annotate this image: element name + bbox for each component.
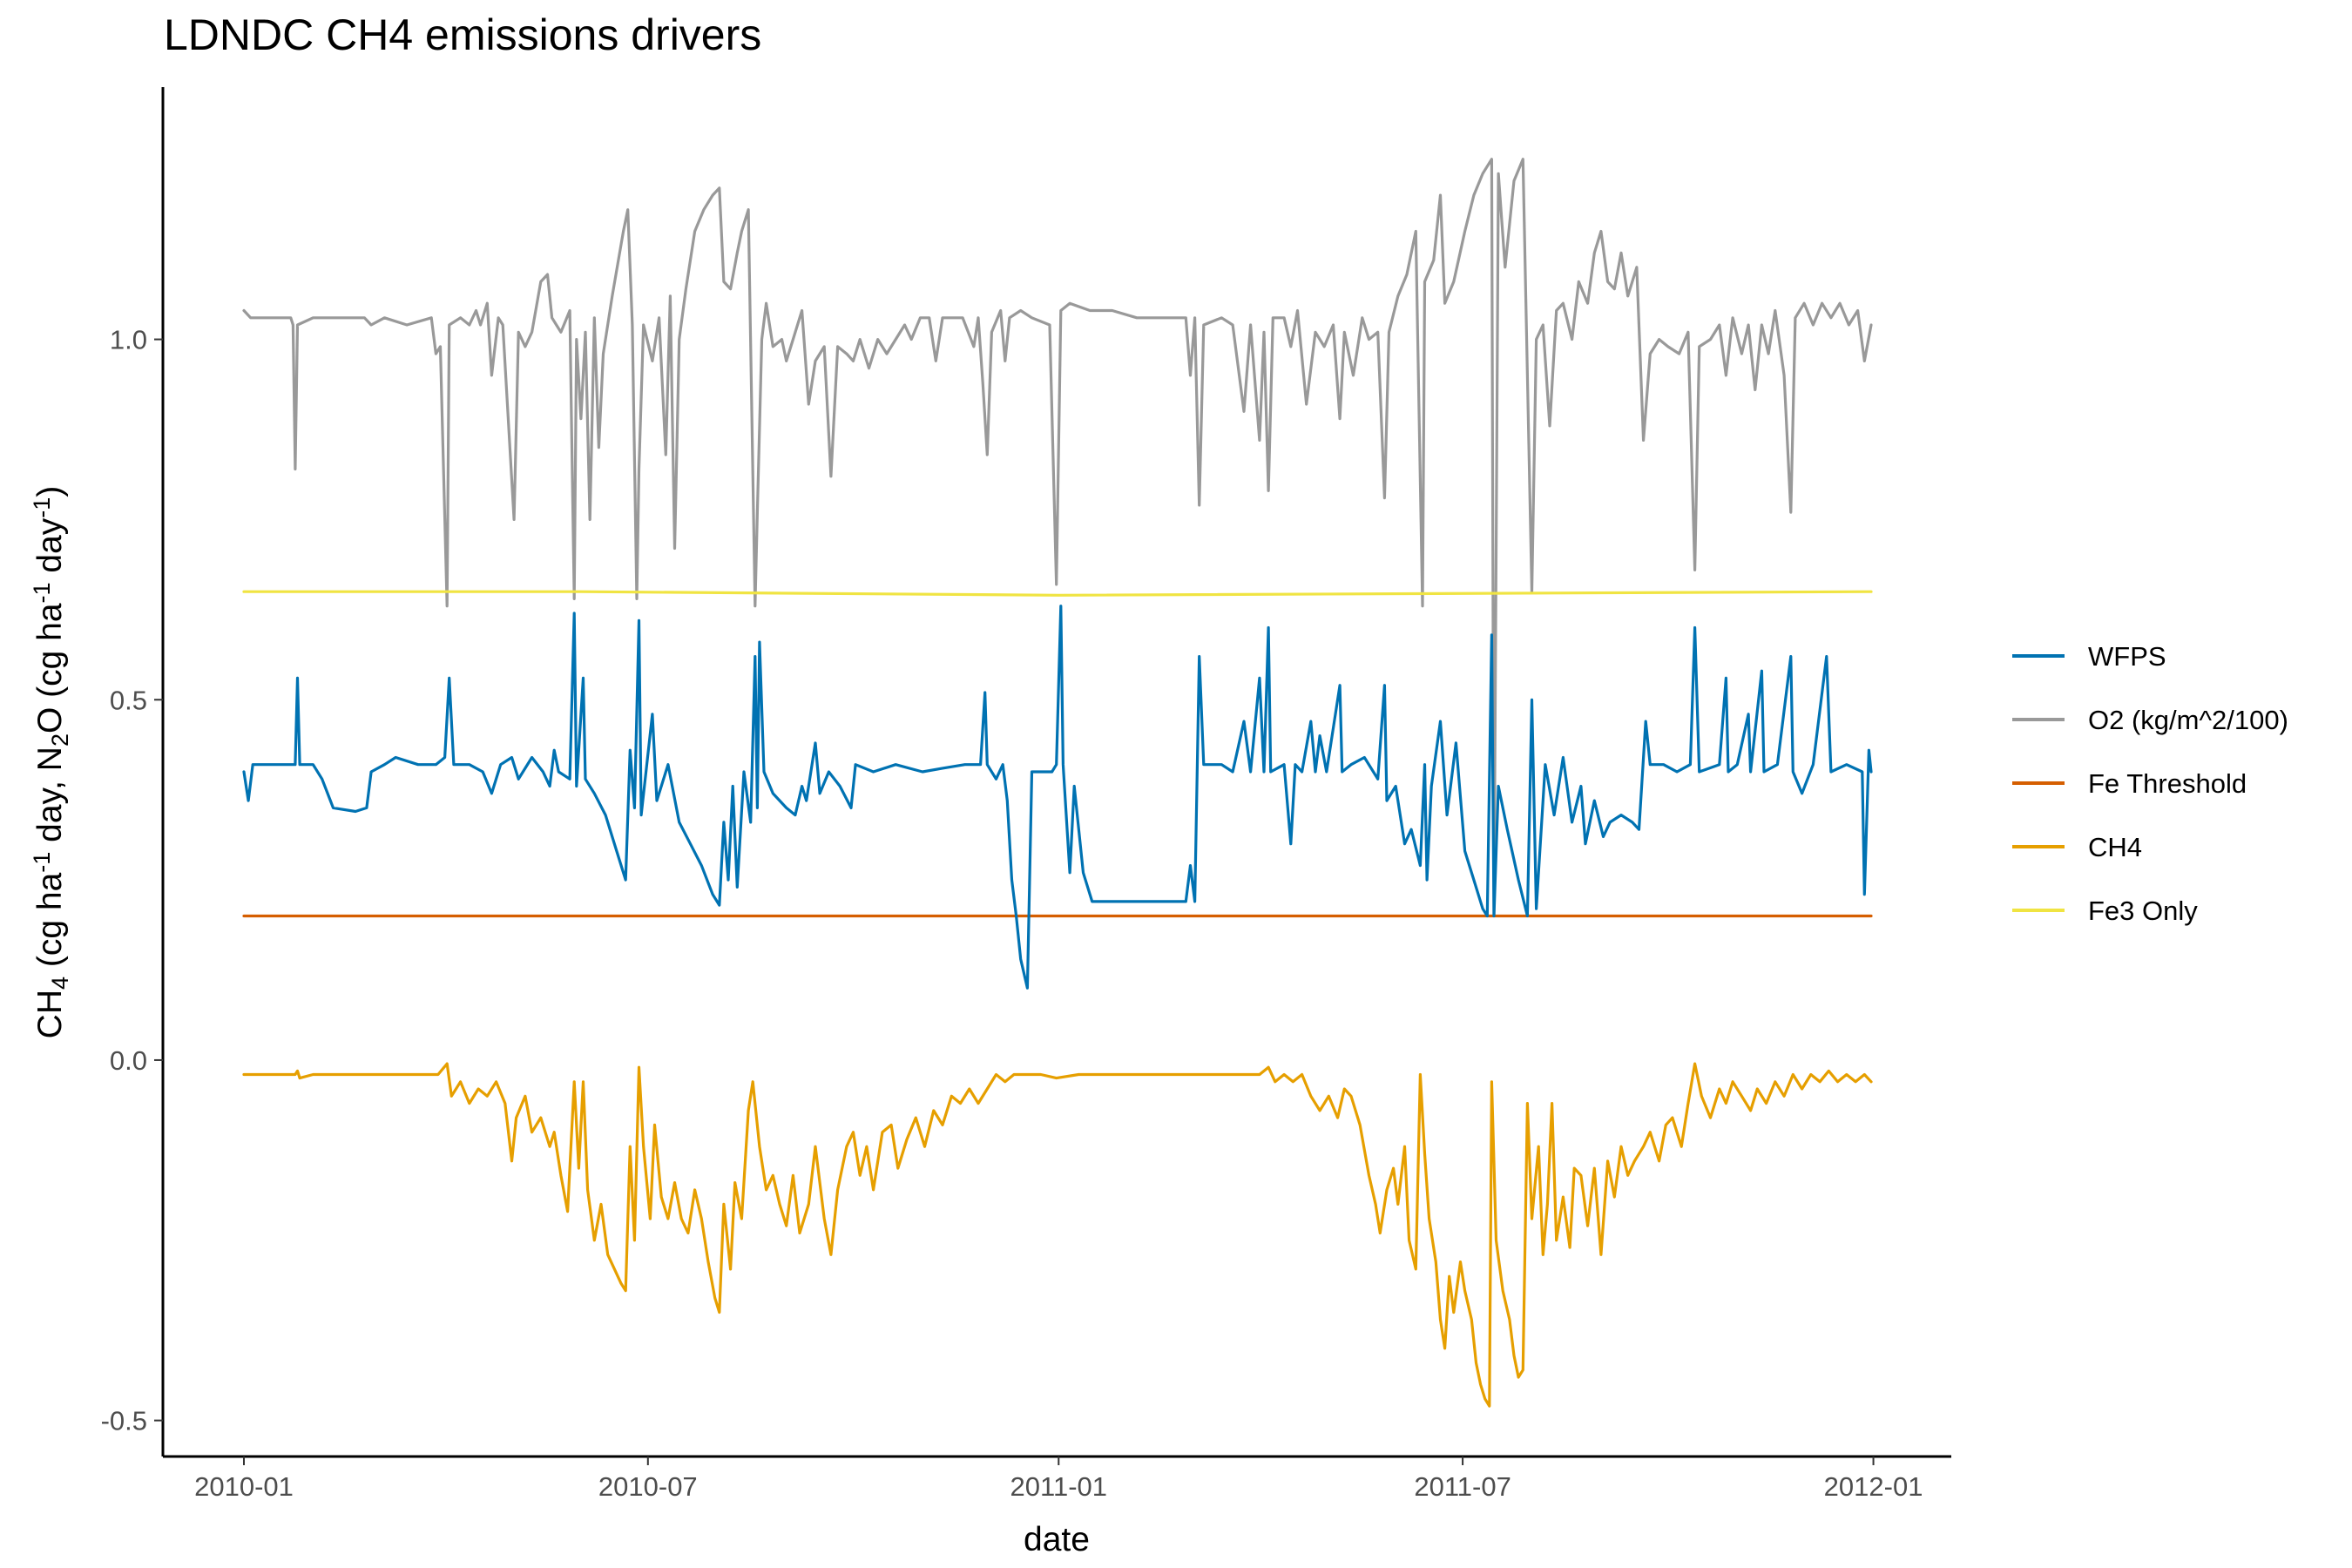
legend-label-2: Fe Threshold <box>2088 768 2247 799</box>
y-axis-title-part: 4 <box>47 977 73 990</box>
y-axis-title: CH4 (cg ha-1 day, N2O (cg ha-1 day-1) <box>29 486 73 1039</box>
legend-label-1: O2 (kg/m^2/100) <box>2088 705 2288 735</box>
y-axis-title-part: CH <box>31 990 69 1038</box>
x-axis-ticks: 2010-01 2010-07 2011-01 2011-07 2012-01 <box>194 1456 1923 1502</box>
x-tick-label: 2011-01 <box>1010 1471 1107 1502</box>
y-axis-title-part: -1 <box>29 852 55 873</box>
x-axis-title: date <box>1024 1521 1090 1558</box>
x-tick-label: 2012-01 <box>1824 1471 1923 1502</box>
y-axis-title-part: day <box>31 517 69 582</box>
y-tick-label: 0.0 <box>110 1045 147 1076</box>
x-tick-label: 2011-07 <box>1414 1471 1511 1502</box>
legend-label-3: CH4 <box>2088 832 2142 862</box>
x-tick-label: 2010-07 <box>598 1471 698 1502</box>
legend-label-0: WFPS <box>2088 641 2166 672</box>
y-axis-title-part: ) <box>31 486 69 497</box>
legend: WFPS O2 (kg/m^2/100) Fe Threshold CH4 Fe3 On… <box>2012 641 2288 926</box>
y-axis-title-part: O (cg ha <box>31 603 69 733</box>
series-line-4 <box>242 590 1873 597</box>
y-tick-label: -0.5 <box>101 1406 147 1436</box>
y-axis-title-part: 2 <box>47 733 73 747</box>
y-axis-title-part: -1 <box>29 497 55 518</box>
x-tick-label: 2010-01 <box>194 1471 294 1502</box>
series-line-0 <box>242 605 1873 990</box>
y-axis-ticks: -0.5 0.0 0.5 1.0 <box>101 325 163 1436</box>
y-tick-label: 1.0 <box>110 325 147 355</box>
y-axis-title-part: -1 <box>29 582 55 603</box>
legend-label-4: Fe3 Only <box>2088 896 2198 926</box>
y-tick-label: 0.5 <box>110 685 147 715</box>
y-axis-title-part: day, N <box>31 747 69 852</box>
plot-lines <box>242 158 1873 1408</box>
series-line-3 <box>242 1062 1873 1408</box>
chart-title: LDNDC CH4 emissions drivers <box>164 10 761 59</box>
y-axis-title-part: (cg ha <box>31 872 69 977</box>
series-line-1 <box>242 158 1873 918</box>
